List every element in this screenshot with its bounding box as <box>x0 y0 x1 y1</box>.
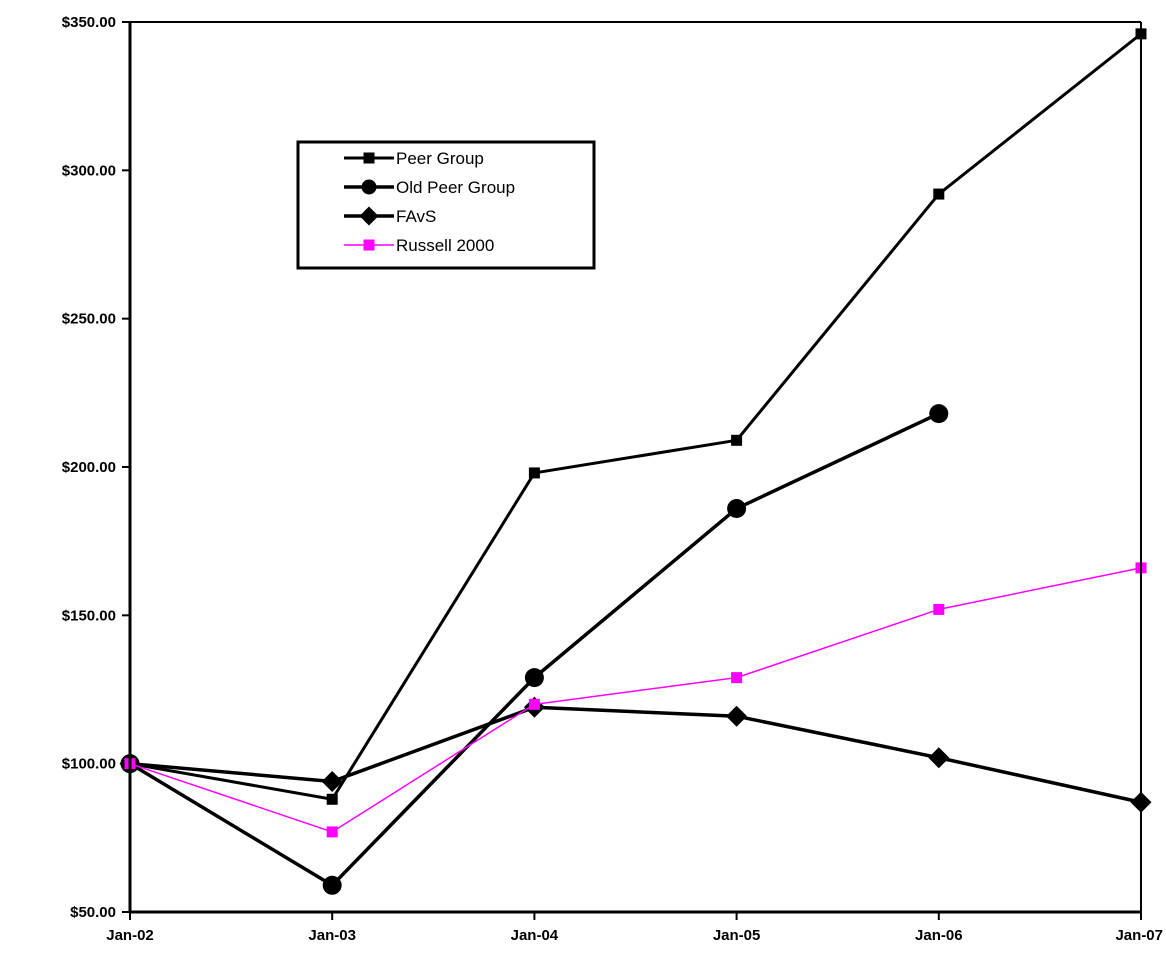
data-point <box>929 404 949 424</box>
series-peer-group <box>124 28 1147 805</box>
data-point <box>326 826 338 838</box>
legend-entry: FAvS <box>344 206 436 226</box>
data-point <box>928 747 950 769</box>
data-point <box>363 152 375 164</box>
axes <box>128 21 1142 914</box>
x-tick-label: Jan-07 <box>1115 927 1163 944</box>
data-point <box>727 499 747 519</box>
x-tick-label: Jan-04 <box>511 927 559 944</box>
data-point <box>321 770 343 792</box>
data-point <box>363 239 375 251</box>
data-point <box>933 603 945 615</box>
legend-entry: Peer Group <box>344 149 484 168</box>
y-tick-label: $150.00 <box>62 607 116 624</box>
data-point <box>726 705 748 727</box>
y-tick-label: $100.00 <box>62 756 116 773</box>
legend-entry: Russell 2000 <box>344 236 494 255</box>
x-tick-label: Jan-02 <box>106 927 154 944</box>
y-axis-ticks: $50.00 $100.00 $150.00 $200.00 $250.00 $300.0… <box>62 14 130 921</box>
data-point <box>524 668 544 688</box>
legend: Peer Group Old Peer Group FAvS Russell 2000 <box>296 140 596 270</box>
y-tick-label: $250.00 <box>62 311 116 328</box>
series-old-peer-group <box>120 404 949 895</box>
legend-entry: Old Peer Group <box>344 178 515 197</box>
y-tick-label: $50.00 <box>70 904 116 921</box>
data-point <box>933 188 945 200</box>
y-tick-label: $300.00 <box>62 162 116 179</box>
legend-label: Peer Group <box>396 149 484 168</box>
x-tick-label: Jan-05 <box>713 927 761 944</box>
x-axis-ticks: Jan-02 Jan-03 Jan-04 Jan-05 Jan-06 Jan-07 <box>106 912 1163 944</box>
series-layer <box>119 28 1152 895</box>
legend-label: Russell 2000 <box>396 236 494 255</box>
data-point <box>359 206 379 226</box>
y-tick-label: $200.00 <box>62 459 116 476</box>
x-tick-label: Jan-06 <box>915 927 963 944</box>
data-point <box>731 672 743 684</box>
data-point <box>528 698 540 710</box>
series-line <box>129 412 940 888</box>
y-tick-label: $350.00 <box>62 14 116 31</box>
legend-label: Old Peer Group <box>396 178 515 197</box>
series-line <box>129 32 1142 801</box>
series-line <box>129 567 1142 833</box>
data-point <box>731 434 743 446</box>
data-point <box>322 875 342 895</box>
x-tick-label: Jan-03 <box>308 927 356 944</box>
legend-label: FAvS <box>396 207 436 226</box>
data-point <box>528 467 540 479</box>
legend-box <box>296 140 596 270</box>
series-line <box>129 705 1142 804</box>
data-point <box>326 793 338 805</box>
data-point <box>361 179 377 195</box>
series-russell-2000 <box>124 562 1147 838</box>
series-favs <box>119 696 1152 813</box>
